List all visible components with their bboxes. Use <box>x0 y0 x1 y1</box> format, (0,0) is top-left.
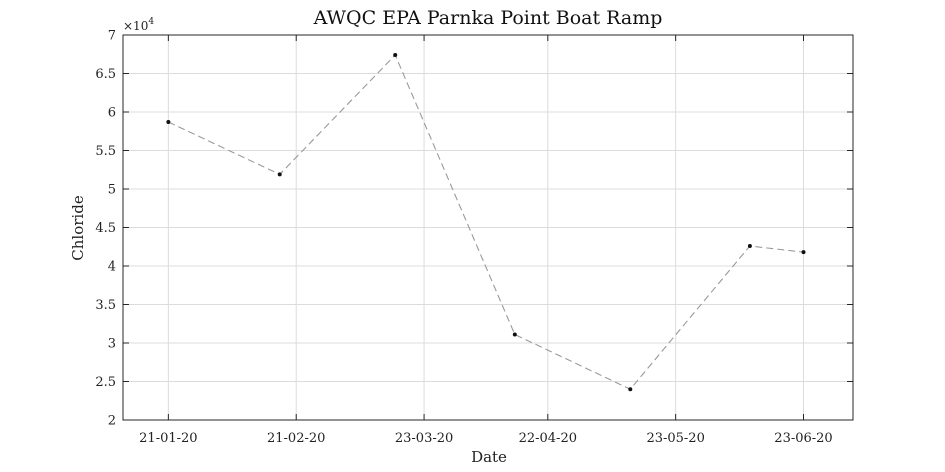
y-tick-labels: 2 2.5 3 3.5 4 4.5 5 5.5 6 6.5 7 <box>95 29 116 429</box>
x-tick-labels: 21-01-20 21-02-20 23-03-20 22-04-20 23-05-20… <box>139 431 833 446</box>
y-axis-multiplier-base: ×10 <box>123 19 148 33</box>
y-tick-label: 2.5 <box>95 375 116 390</box>
y-axis-multiplier-exponent: 4 <box>148 17 154 27</box>
y-tick-label: 2 <box>108 414 116 429</box>
y-axis-label: Chloride <box>69 195 87 261</box>
plot-frame <box>122 34 854 421</box>
data-point <box>393 53 398 58</box>
data-point <box>166 120 171 125</box>
y-tick-label: 6.5 <box>95 67 116 82</box>
x-tick-label: 23-03-20 <box>395 431 453 446</box>
data-point <box>747 243 752 248</box>
y-tick-label: 7 <box>108 29 116 44</box>
data-point <box>512 332 517 337</box>
data-points <box>166 53 806 392</box>
y-tick-label: 3.5 <box>95 298 116 313</box>
data-point <box>801 250 806 255</box>
y-tick-label: 4 <box>108 260 116 275</box>
x-tick-label: 23-06-20 <box>774 431 832 446</box>
chart-title: AWQC EPA Parnka Point Boat Ramp <box>313 7 663 29</box>
data-point <box>277 172 282 177</box>
x-tick-label: 23-05-20 <box>646 431 704 446</box>
x-tick-label: 22-04-20 <box>519 431 577 446</box>
y-tick-label: 3 <box>108 337 116 352</box>
x-tick-label: 21-02-20 <box>267 431 325 446</box>
y-tick-label: 5.5 <box>95 144 116 159</box>
data-point <box>628 387 633 392</box>
x-tick-label: 21-01-20 <box>139 431 197 446</box>
y-axis-multiplier: ×104 <box>123 17 154 33</box>
gridlines <box>123 34 853 421</box>
y-tick-label: 5 <box>108 183 116 198</box>
x-axis-label: Date <box>471 448 507 466</box>
y-tick-label: 4.5 <box>95 221 116 236</box>
y-tick-label: 6 <box>108 106 116 121</box>
